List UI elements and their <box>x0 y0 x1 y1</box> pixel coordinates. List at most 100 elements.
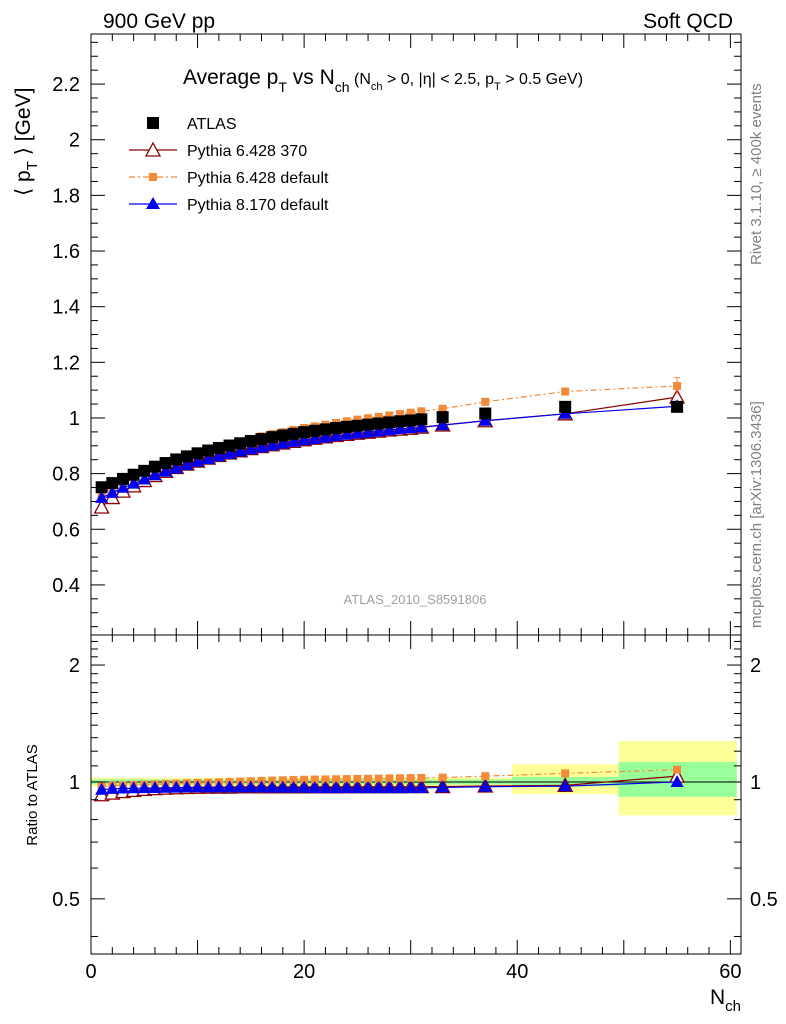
data-point <box>127 476 141 489</box>
analysis-watermark: ATLAS_2010_S8591806 <box>344 592 487 607</box>
data-point <box>148 780 162 793</box>
data-point <box>364 774 373 783</box>
ratio-y-tick-label-left: 1 <box>69 772 80 794</box>
legend-label: Pythia 6.428 default <box>187 170 329 187</box>
ratio-y-tick-label-right: 1 <box>750 772 761 794</box>
data-point <box>394 415 407 428</box>
data-point <box>342 775 351 784</box>
y-tick-label: 1.2 <box>52 352 80 374</box>
series-0 <box>95 400 684 494</box>
ratio-series-2 <box>95 774 684 795</box>
data-point <box>286 434 300 447</box>
top-axis-ticks <box>90 34 741 635</box>
legend-item-pythia6-default: Pythia 6.428 default <box>129 170 329 187</box>
data-point <box>212 780 226 793</box>
data-point <box>223 439 236 452</box>
data-point <box>414 780 428 793</box>
top-panel: 0.4 0.6 0.8 1 1.2 1.4 1.6 1.8 2 2.2 Aver… <box>12 33 742 636</box>
data-point <box>266 431 279 444</box>
data-point <box>385 411 394 420</box>
data-point <box>308 424 321 437</box>
data-point <box>169 461 183 474</box>
data-point <box>137 781 151 794</box>
data-point <box>212 449 226 462</box>
data-point <box>350 426 364 439</box>
data-point <box>244 435 257 448</box>
data-point <box>329 780 343 793</box>
data-point <box>308 431 322 444</box>
data-point <box>105 485 119 498</box>
data-point <box>417 407 426 416</box>
data-point <box>438 404 447 413</box>
x-tick-labels: 0 20 40 60 <box>85 961 741 983</box>
data-point <box>223 780 237 793</box>
data-point <box>116 472 129 485</box>
data-point <box>383 416 396 429</box>
data-point <box>417 773 426 782</box>
data-point <box>255 433 268 446</box>
data-point <box>372 417 385 430</box>
data-point <box>234 437 247 450</box>
data-point <box>479 407 492 420</box>
data-point <box>233 444 247 457</box>
y-tick-label: 0.8 <box>52 464 80 486</box>
data-point <box>318 780 332 793</box>
series-line <box>101 385 678 497</box>
data-point <box>478 413 492 426</box>
ratio-axis-ticks <box>90 635 741 954</box>
x-tick-label: 0 <box>85 961 96 983</box>
y-tick-label: 1.6 <box>52 241 80 263</box>
data-point <box>116 781 130 794</box>
data-point <box>340 780 354 793</box>
y-tick-label: 0.4 <box>52 575 80 597</box>
data-point <box>481 772 490 781</box>
ratio-y-tick-label-left: 0.5 <box>52 889 80 911</box>
data-point <box>361 425 375 438</box>
data-point <box>244 442 258 455</box>
data-point <box>478 779 492 792</box>
data-point <box>382 780 396 793</box>
ratio-y-tick-label-left: 2 <box>69 655 80 677</box>
data-point <box>481 397 490 406</box>
data-point <box>310 775 319 784</box>
data-point <box>212 442 225 455</box>
y-tick-label: 2 <box>69 130 80 152</box>
series-2 <box>97 381 682 500</box>
header-right: Soft QCD <box>643 10 733 33</box>
data-point <box>159 464 173 477</box>
data-point <box>95 481 108 494</box>
data-point <box>673 765 682 774</box>
data-point <box>406 408 415 417</box>
data-point <box>106 477 119 490</box>
data-point <box>436 418 450 431</box>
data-point <box>350 780 364 793</box>
data-point <box>561 769 570 778</box>
data-point <box>318 430 332 443</box>
data-point <box>289 775 298 784</box>
data-point <box>191 454 205 467</box>
side-text-bottom: mcplots.cern.ch [arXiv:1306.3436] <box>748 401 765 628</box>
ratio-series-layer <box>93 765 686 802</box>
y-tick-label: 1 <box>69 408 80 430</box>
data-point <box>95 490 109 503</box>
data-point <box>372 780 386 793</box>
data-point <box>372 424 386 437</box>
legend-item-pythia6-370: Pythia 6.428 370 <box>129 141 307 160</box>
series-3 <box>95 399 684 503</box>
data-point <box>159 457 172 470</box>
data-point <box>148 460 161 473</box>
data-point <box>404 421 418 434</box>
data-point <box>148 468 162 481</box>
top-y-axis-label: ⟨ pT ⟩ [GeV] <box>12 88 41 196</box>
data-point <box>127 468 140 481</box>
data-point <box>300 775 309 784</box>
data-point <box>340 420 353 433</box>
x-tick-label: 20 <box>293 961 315 983</box>
data-point <box>169 780 183 793</box>
data-point <box>382 423 396 436</box>
data-point <box>223 446 237 459</box>
data-point <box>116 480 130 493</box>
data-point <box>406 774 415 783</box>
data-point <box>201 780 215 793</box>
